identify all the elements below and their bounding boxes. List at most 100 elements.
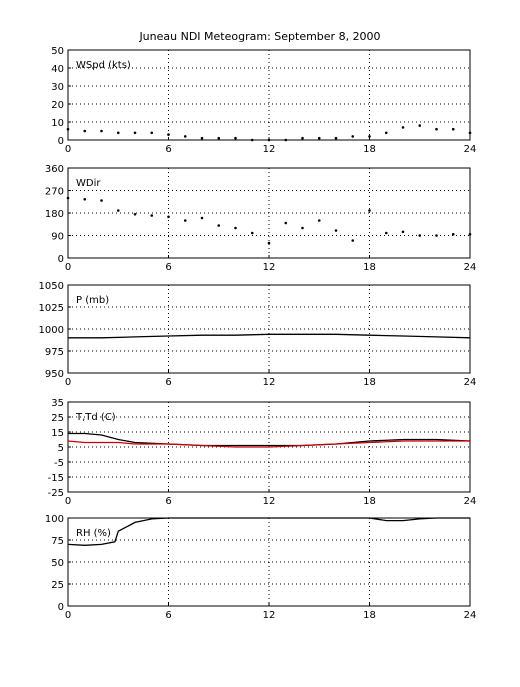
data-point bbox=[217, 224, 221, 227]
data-point bbox=[66, 196, 70, 200]
data-point bbox=[418, 234, 422, 237]
data-point bbox=[384, 131, 388, 135]
x-tick-label: 18 bbox=[363, 496, 376, 507]
y-tick-label: 360 bbox=[45, 164, 64, 175]
y-tick-label: 975 bbox=[45, 347, 64, 358]
data-point bbox=[284, 138, 288, 142]
data-point bbox=[401, 230, 405, 234]
data-point bbox=[116, 209, 120, 212]
data-point bbox=[384, 231, 388, 235]
data-point bbox=[234, 226, 237, 230]
data-point bbox=[133, 131, 137, 135]
y-tick-label: 90 bbox=[51, 232, 64, 243]
x-tick-label: 18 bbox=[363, 262, 376, 273]
x-tick-label: 12 bbox=[263, 262, 276, 273]
data-point bbox=[250, 231, 254, 235]
data-point bbox=[317, 219, 321, 222]
x-tick-label: 0 bbox=[65, 377, 71, 388]
data-point bbox=[351, 135, 355, 138]
series-line bbox=[67, 440, 470, 448]
data-point bbox=[317, 136, 321, 140]
series-line bbox=[68, 333, 471, 339]
x-tick-label: 6 bbox=[165, 144, 171, 155]
y-tick-label: 0 bbox=[58, 254, 64, 265]
x-tick-label: 0 bbox=[65, 262, 71, 273]
data-point bbox=[435, 234, 438, 237]
panel-label: P (mb) bbox=[76, 295, 109, 306]
y-tick-label: 270 bbox=[45, 187, 64, 198]
x-tick-label: 12 bbox=[263, 144, 276, 155]
y-tick-label: 15 bbox=[51, 428, 64, 439]
y-tick-label: 1050 bbox=[39, 281, 64, 292]
data-point bbox=[217, 136, 221, 140]
data-point bbox=[133, 212, 137, 216]
data-point bbox=[267, 138, 271, 142]
data-point bbox=[250, 138, 254, 142]
x-tick-label: 24 bbox=[464, 144, 477, 155]
panel-label: WDir bbox=[76, 178, 101, 189]
data-point bbox=[167, 133, 170, 136]
x-tick-label: 0 bbox=[65, 496, 71, 507]
x-tick-label: 6 bbox=[165, 610, 171, 621]
data-point bbox=[468, 232, 472, 236]
figure-title: Juneau NDI Meteogram: September 8, 2000 bbox=[139, 30, 381, 43]
data-point bbox=[200, 136, 204, 140]
x-tick-label: 12 bbox=[263, 610, 276, 621]
y-tick-label: 50 bbox=[51, 46, 64, 57]
x-tick-label: 12 bbox=[263, 377, 276, 388]
x-tick-label: 18 bbox=[363, 144, 376, 155]
data-point bbox=[368, 209, 371, 212]
data-point bbox=[66, 127, 70, 131]
y-tick-label: 10 bbox=[51, 118, 64, 129]
data-point bbox=[116, 131, 120, 135]
y-tick-label: 950 bbox=[45, 369, 64, 380]
data-point bbox=[301, 136, 304, 140]
x-tick-label: 6 bbox=[165, 496, 171, 507]
x-tick-label: 24 bbox=[464, 262, 477, 273]
y-tick-label: 50 bbox=[51, 558, 64, 569]
data-point bbox=[100, 199, 103, 202]
data-point bbox=[451, 127, 455, 131]
data-point bbox=[150, 131, 154, 135]
panel-label: T,Td (C) bbox=[75, 412, 116, 423]
data-point bbox=[83, 129, 87, 133]
series-line bbox=[68, 432, 471, 447]
y-tick-label: 1000 bbox=[39, 325, 64, 336]
x-tick-label: 24 bbox=[464, 610, 477, 621]
x-tick-label: 0 bbox=[65, 610, 71, 621]
data-point bbox=[368, 135, 371, 138]
y-tick-label: 25 bbox=[51, 580, 64, 591]
y-tick-label: 0 bbox=[58, 602, 64, 613]
series-line bbox=[67, 517, 470, 546]
data-point bbox=[234, 136, 237, 140]
data-point bbox=[435, 127, 438, 131]
y-tick-label: -15 bbox=[48, 473, 64, 484]
y-tick-label: 35 bbox=[51, 398, 64, 409]
data-point bbox=[83, 197, 87, 201]
data-point bbox=[451, 232, 455, 236]
data-point bbox=[468, 131, 472, 135]
data-point bbox=[334, 136, 338, 140]
y-tick-label: 20 bbox=[51, 100, 64, 111]
y-tick-label: 75 bbox=[51, 536, 64, 547]
y-tick-label: 30 bbox=[51, 82, 64, 93]
x-tick-label: 6 bbox=[165, 377, 171, 388]
y-tick-label: 180 bbox=[45, 209, 64, 220]
data-point bbox=[418, 124, 422, 127]
data-point bbox=[284, 221, 288, 225]
y-tick-label: 1025 bbox=[39, 303, 64, 314]
y-tick-label: 40 bbox=[51, 64, 64, 75]
panel-label: WSpd (kts) bbox=[76, 60, 131, 71]
x-tick-label: 24 bbox=[464, 496, 477, 507]
y-tick-label: 100 bbox=[45, 514, 64, 525]
data-point bbox=[267, 241, 271, 245]
data-point bbox=[183, 135, 187, 138]
data-point bbox=[401, 126, 405, 129]
data-point bbox=[150, 214, 154, 217]
x-tick-label: 0 bbox=[65, 144, 71, 155]
data-point bbox=[200, 216, 204, 220]
x-tick-label: 6 bbox=[165, 262, 171, 273]
data-point bbox=[183, 219, 187, 222]
